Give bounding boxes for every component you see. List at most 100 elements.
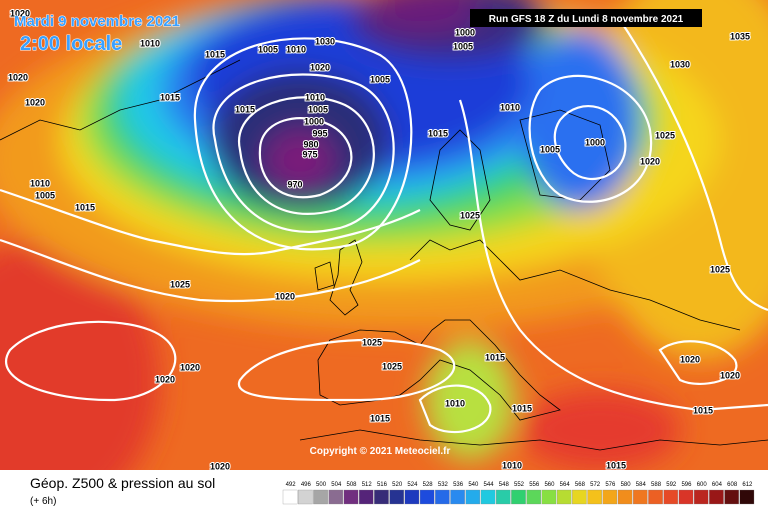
scale-label: 612 — [742, 482, 753, 488]
isobar-label: 1025 — [460, 210, 480, 220]
scale-label: 544 — [484, 482, 495, 488]
scale-swatch — [450, 489, 465, 505]
isobar-label: 1010 — [305, 92, 325, 102]
isobar-label: 1015 — [485, 352, 505, 362]
isobar-label: 1015 — [606, 460, 626, 470]
scale-label: 596 — [681, 482, 692, 488]
isobar-label: 1015 — [235, 104, 255, 114]
scale-label: 568 — [575, 482, 586, 488]
scale-swatch — [663, 489, 679, 505]
scale-label: 512 — [362, 482, 373, 488]
isobar-label: 1020 — [310, 62, 330, 72]
scale-swatch — [739, 489, 755, 505]
scale-swatch — [617, 489, 633, 505]
date-label: Mardi 9 novembre 2021 — [14, 13, 180, 30]
scale-swatch — [343, 489, 359, 505]
isobar-label: 1025 — [170, 279, 190, 289]
scale-swatch — [572, 489, 587, 505]
isobar-label: 1020 — [180, 362, 200, 372]
scale-label: 552 — [514, 482, 525, 488]
isobar-label: 1010 — [140, 38, 160, 48]
isobar-label: 1005 — [258, 44, 278, 54]
scale-swatch — [678, 489, 694, 505]
isobar-label: 1015 — [428, 128, 448, 138]
copyright: Copyright © 2021 Meteociel.fr — [310, 446, 451, 457]
scale-swatch — [374, 489, 389, 505]
time-label: 2:00 locale — [20, 33, 122, 55]
scale-label: 572 — [590, 482, 601, 488]
isobar-label: 1020 — [210, 461, 230, 471]
scale-swatch — [496, 489, 511, 505]
isobar-label: 1000 — [585, 137, 605, 147]
isobars — [0, 19, 768, 434]
scale-label: 576 — [605, 482, 616, 488]
field-blob — [0, 240, 160, 470]
scale-label: 524 — [407, 482, 418, 488]
isobar-label: 1005 — [308, 104, 328, 114]
scale-swatch — [298, 489, 313, 505]
isobar-label: 1010 — [286, 44, 306, 54]
isobar-label: 1020 — [8, 72, 28, 82]
isobar-label: 1030 — [315, 36, 335, 46]
isobar-label: 995 — [312, 128, 327, 138]
scale-label: 496 — [301, 482, 312, 488]
scale-swatch — [648, 489, 663, 505]
scale-swatch — [541, 489, 557, 505]
isobar-label: 1025 — [382, 361, 402, 371]
scale-swatch — [419, 489, 435, 505]
isobar-label: 1015 — [370, 413, 390, 423]
scale-swatch — [693, 489, 709, 505]
scale-label: 504 — [331, 482, 342, 488]
isobar-label: 1005 — [35, 190, 55, 200]
run-label: Run GFS 18 Z du Lundi 8 novembre 2021 — [489, 14, 684, 25]
isobar-label: 1030 — [670, 59, 690, 69]
scale-swatch — [282, 489, 298, 505]
scale-swatch — [511, 489, 526, 505]
scale-swatch — [587, 489, 602, 505]
isobar-label: 1020 — [640, 156, 660, 166]
scale-swatch — [480, 489, 496, 505]
isobar-label: 1005 — [453, 41, 473, 51]
scale-label: 580 — [621, 482, 632, 488]
scale-label: 604 — [712, 482, 723, 488]
scale-label: 556 — [529, 482, 540, 488]
isobar-label: 1025 — [362, 337, 382, 347]
scale-label: 508 — [347, 482, 358, 488]
field-blob — [520, 30, 640, 210]
isobar-label: 1020 — [10, 8, 30, 18]
scale-swatch — [633, 489, 648, 505]
isobar-label: 1020 — [720, 370, 740, 380]
scale-label: 528 — [423, 482, 434, 488]
scale-swatch — [328, 489, 344, 505]
isobar-label: 1025 — [655, 130, 675, 140]
scale-label: 600 — [697, 482, 708, 488]
scale-label: 592 — [666, 482, 677, 488]
isobar-label: 1015 — [512, 403, 532, 413]
scale-label: 588 — [651, 482, 662, 488]
scale-label: 608 — [727, 482, 738, 488]
scale-label: 516 — [377, 482, 388, 488]
isobar-label: 1015 — [693, 405, 713, 415]
scale-label: 584 — [636, 482, 647, 488]
isobar-label: 1010 — [30, 178, 50, 188]
isobar-label: 1015 — [205, 49, 225, 59]
isobar-label: 1025 — [710, 264, 730, 274]
field-blob — [265, 130, 335, 190]
coastlines — [0, 59, 768, 451]
isobar-label: 1000 — [455, 27, 475, 37]
isobar-label: 1015 — [75, 202, 95, 212]
isobar-label: 1035 — [730, 31, 750, 41]
field-blob — [360, 0, 480, 35]
isobar-label: 970 — [287, 179, 302, 189]
scale-swatch — [709, 489, 724, 505]
isobar-label: 1005 — [370, 74, 390, 84]
isobar-label: 1020 — [155, 374, 175, 384]
isobar-label: 1020 — [275, 291, 295, 301]
scale-label: 500 — [316, 482, 327, 488]
isobar-label: 980 — [303, 139, 318, 149]
scale-label: 520 — [392, 482, 403, 488]
scale-swatch — [526, 489, 541, 505]
scale-swatch — [313, 489, 328, 505]
